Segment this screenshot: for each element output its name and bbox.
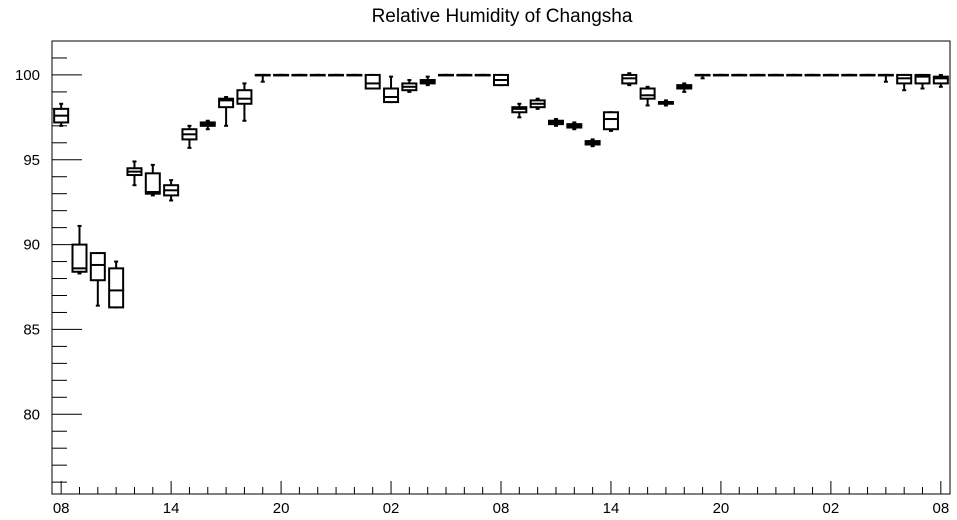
box-plot bbox=[493, 73, 509, 87]
x-tick-label: 02 bbox=[823, 500, 840, 517]
iqr-box bbox=[914, 73, 931, 85]
box-plot bbox=[291, 73, 308, 77]
y-tick-label: 100 bbox=[15, 67, 40, 84]
box-plot bbox=[676, 82, 693, 93]
x-tick-label: 08 bbox=[493, 500, 510, 517]
box-plot bbox=[401, 79, 418, 93]
box-plot bbox=[566, 121, 583, 131]
box-plot bbox=[529, 97, 546, 110]
box-plot bbox=[328, 73, 345, 77]
box-plot bbox=[932, 73, 949, 88]
box-plot bbox=[236, 82, 253, 122]
box-plot bbox=[602, 111, 619, 132]
box-plot bbox=[273, 73, 290, 77]
box-plot bbox=[419, 75, 436, 87]
x-tick-label: 14 bbox=[603, 500, 620, 517]
y-tick-label: 85 bbox=[23, 321, 40, 338]
box-plot bbox=[218, 95, 235, 127]
box-plot bbox=[89, 252, 106, 307]
box-plot bbox=[859, 73, 876, 77]
box-plot bbox=[254, 73, 271, 83]
iqr-box bbox=[71, 243, 88, 273]
box-plot bbox=[639, 85, 656, 107]
box-plot bbox=[144, 163, 161, 197]
chart-title: Relative Humidity of Changsha bbox=[372, 6, 633, 27]
box-plot bbox=[877, 73, 894, 83]
x-tick-label: 08 bbox=[53, 500, 70, 517]
box-plot bbox=[511, 102, 528, 119]
box-plot bbox=[181, 124, 198, 149]
box-plot bbox=[896, 73, 913, 92]
plot-frame bbox=[51, 40, 951, 495]
iqr-box bbox=[364, 73, 381, 90]
iqr-box bbox=[383, 87, 400, 104]
box-plot bbox=[694, 73, 711, 80]
box-plot bbox=[914, 73, 931, 90]
box-plot bbox=[126, 160, 143, 187]
box-plot bbox=[712, 73, 729, 77]
box-plot bbox=[71, 224, 88, 275]
iqr-box bbox=[108, 267, 125, 309]
iqr-box bbox=[932, 75, 949, 85]
box-plot bbox=[657, 99, 674, 107]
box-plot bbox=[822, 73, 839, 77]
box-plot bbox=[749, 73, 766, 77]
box-plot bbox=[364, 73, 381, 90]
box-plot bbox=[163, 179, 180, 202]
x-axis: 08 14 20 02 08 14 20 02 08 bbox=[53, 481, 949, 517]
iqr-box bbox=[639, 87, 656, 100]
iqr-box bbox=[89, 252, 106, 282]
iqr-box bbox=[602, 111, 619, 131]
y-tick-label: 80 bbox=[23, 406, 40, 423]
box-plot bbox=[53, 102, 70, 127]
box-plot bbox=[383, 75, 400, 104]
box-series bbox=[53, 72, 949, 309]
box-plot bbox=[474, 73, 491, 77]
iqr-box bbox=[218, 97, 235, 109]
box-plot bbox=[584, 138, 601, 148]
box-plot bbox=[346, 73, 363, 77]
x-tick-label: 14 bbox=[163, 500, 180, 517]
box-plot bbox=[547, 118, 564, 127]
box-plot bbox=[731, 73, 748, 77]
box-plot bbox=[767, 73, 784, 77]
box-plot bbox=[456, 73, 473, 77]
x-tick-label: 08 bbox=[932, 500, 949, 517]
box-plot bbox=[841, 73, 858, 77]
x-tick-label: 02 bbox=[383, 500, 400, 517]
y-tick-label: 95 bbox=[23, 152, 40, 169]
box-plot bbox=[786, 73, 803, 77]
box-plot bbox=[438, 73, 455, 77]
box-plot bbox=[199, 119, 216, 131]
box-plot bbox=[804, 73, 821, 77]
box-plot bbox=[621, 72, 638, 87]
box-plot bbox=[108, 260, 125, 309]
x-tick-label: 20 bbox=[273, 500, 290, 517]
iqr-box bbox=[236, 89, 253, 105]
y-tick-label: 90 bbox=[23, 237, 40, 254]
x-tick-label: 20 bbox=[713, 500, 730, 517]
iqr-box bbox=[144, 172, 161, 195]
box-plot bbox=[309, 73, 326, 77]
